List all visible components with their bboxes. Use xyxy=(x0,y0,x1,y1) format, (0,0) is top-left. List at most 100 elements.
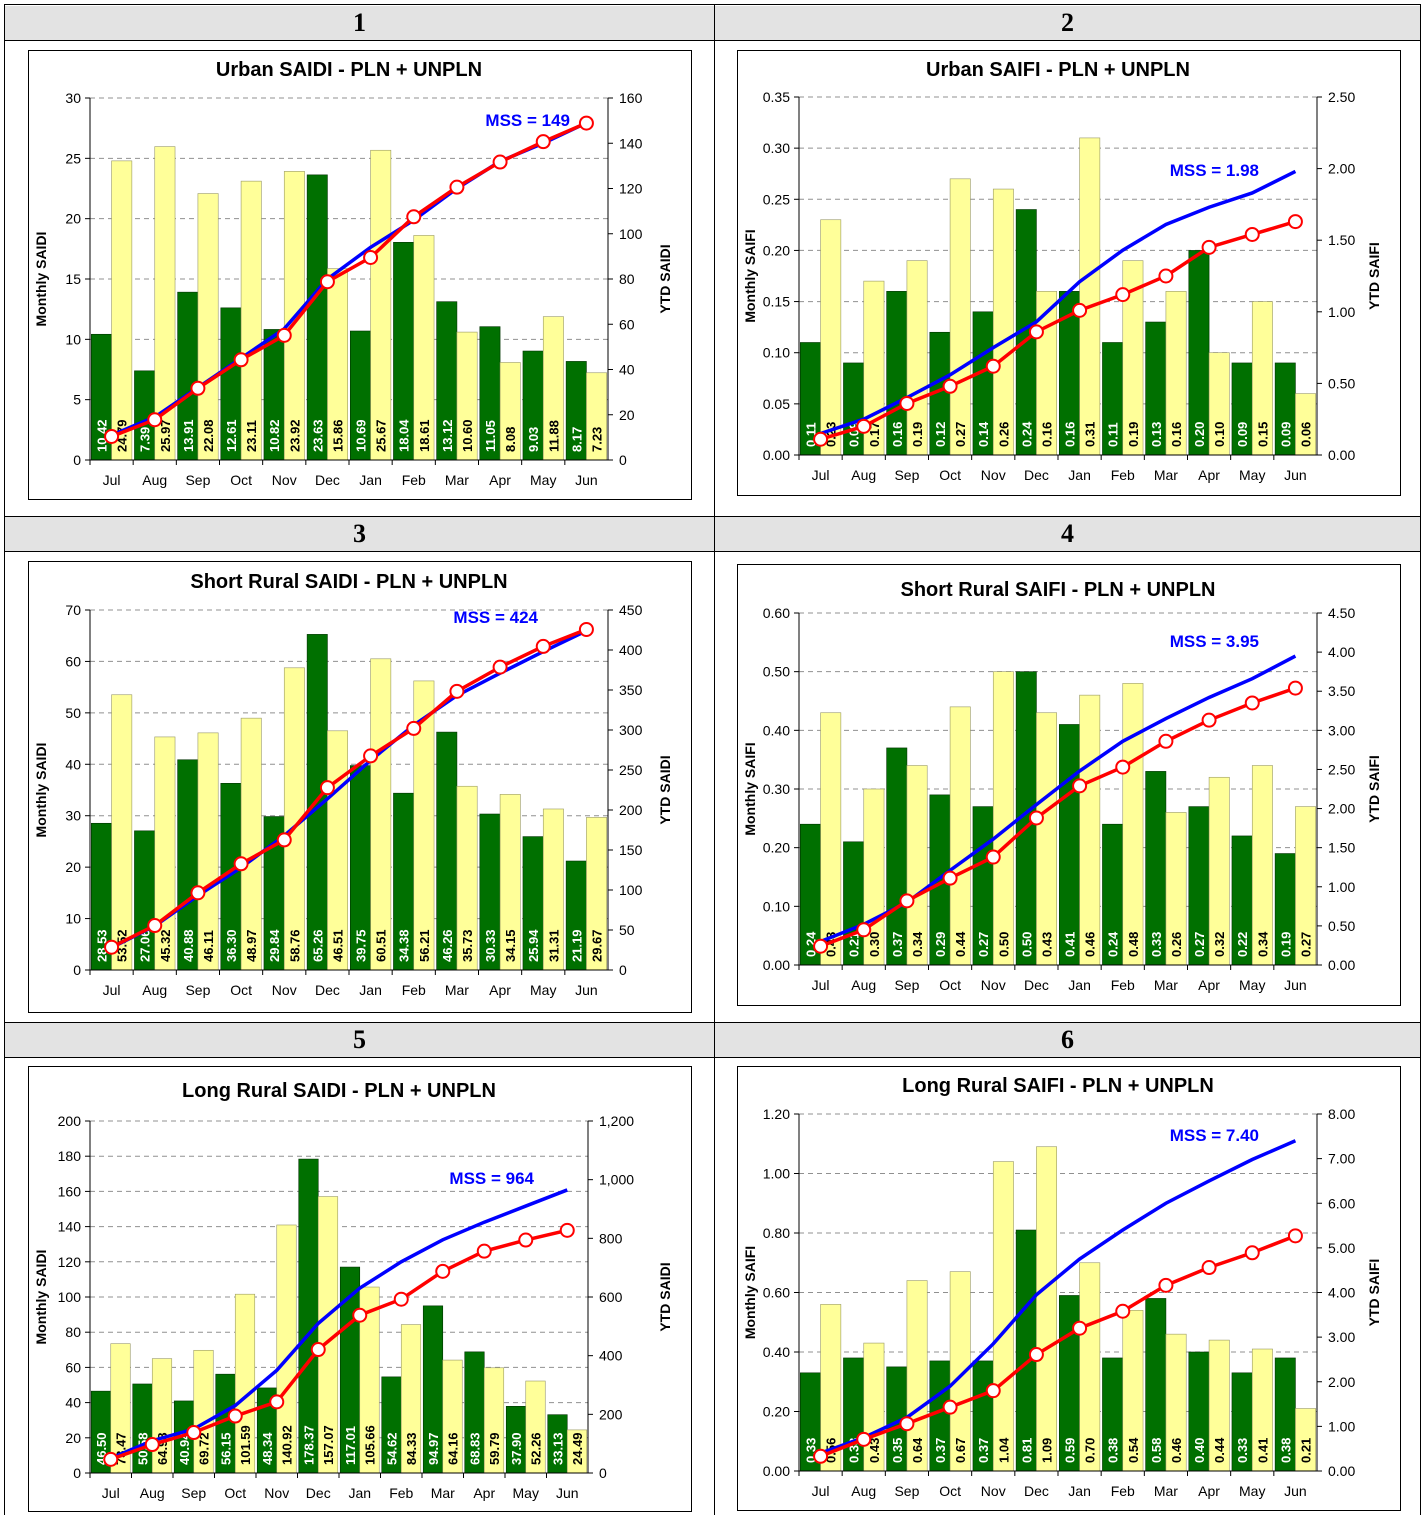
y2-tick-label: 200 xyxy=(599,1406,623,1422)
ytd-marker xyxy=(1201,712,1217,728)
panel-header-4: 4 xyxy=(715,517,1420,551)
bar-value-label: 0.06 xyxy=(1299,422,1314,447)
bar-value-label: 0.37 xyxy=(976,1438,991,1463)
x-tick-label: Jan xyxy=(1068,467,1091,483)
bar-value-label: 56.21 xyxy=(417,929,432,962)
bar-value-label: 52.26 xyxy=(529,1432,544,1465)
y2-tick-label: 6.00 xyxy=(1328,1195,1355,1211)
chart-long-rural-saidi: Long Rural SAIDI - PLN + UNPLN 0 20 40 60 80 1… xyxy=(28,1066,692,1512)
y-tick-label: 0.60 xyxy=(763,605,790,621)
bar-value-label: 8.08 xyxy=(503,427,518,452)
mss-annotation: MSS = 1.98 xyxy=(1170,161,1259,180)
panel-header-5: 5 xyxy=(5,1023,714,1057)
bar-value-label: 0.15 xyxy=(1255,422,1270,447)
bar-value-label: 0.26 xyxy=(996,422,1011,447)
y2-axis-title: YTD SAIDI xyxy=(657,755,673,824)
ytd-marker xyxy=(985,849,1001,865)
x-tick-label: Jan xyxy=(1068,1483,1091,1499)
y-tick-label: 0.40 xyxy=(763,722,790,738)
ytd-marker xyxy=(813,1448,829,1464)
bar-value-label: 34.38 xyxy=(397,929,412,962)
ytd-marker xyxy=(476,1243,492,1259)
x-tick-label: Apr xyxy=(489,982,511,998)
x-tick-label: Apr xyxy=(473,1485,495,1501)
x-tick-label: Jul xyxy=(812,467,830,483)
bar-value-label: 22.08 xyxy=(201,419,216,452)
y-tick-label: 0.20 xyxy=(763,840,790,856)
x-tick-label: Jan xyxy=(359,472,382,488)
bar-monthly-yellow xyxy=(992,671,1014,966)
ytd-marker xyxy=(449,683,465,699)
bar-value-label: 1.09 xyxy=(1040,1438,1055,1463)
x-tick-label: Jan xyxy=(359,982,382,998)
y-tick-label: 0.00 xyxy=(763,957,790,973)
ytd-marker xyxy=(1028,1347,1044,1363)
ytd-marker xyxy=(535,638,551,654)
x-tick-label: Mar xyxy=(445,982,469,998)
ytd-marker xyxy=(276,832,292,848)
bar-monthly-yellow xyxy=(370,658,392,971)
y2-tick-label: 2.50 xyxy=(1328,89,1355,105)
x-tick-label: Jun xyxy=(556,1485,579,1501)
bar-value-label: 1.04 xyxy=(996,1437,1011,1463)
chart-title: Short Rural SAIFI - PLN + UNPLN xyxy=(900,579,1215,601)
bar-value-label: 0.44 xyxy=(1212,1437,1227,1463)
line-mss-cumulative xyxy=(110,629,588,950)
y2-tick-label: 0.50 xyxy=(1328,375,1355,391)
ytd-marker xyxy=(103,1451,119,1467)
bar-value-label: 9.03 xyxy=(526,427,541,452)
bar-value-label: 46.51 xyxy=(331,929,346,962)
y-tick-label: 0.00 xyxy=(763,1463,790,1479)
y-tick-label: 100 xyxy=(58,1289,82,1305)
ytd-marker xyxy=(186,1425,202,1441)
y-tick-label: 0 xyxy=(73,1465,81,1481)
ytd-marker xyxy=(1201,1260,1217,1276)
bar-value-label: 29.67 xyxy=(590,929,605,962)
y2-tick-label: 0 xyxy=(619,452,627,468)
bar-value-label: 13.91 xyxy=(181,419,196,452)
bar-monthly-yellow xyxy=(949,706,971,966)
y2-tick-label: 2.00 xyxy=(1328,1374,1355,1390)
x-tick-label: May xyxy=(1239,977,1265,993)
bar-value-label: 0.43 xyxy=(1040,932,1055,957)
bar-value-label: 46.11 xyxy=(201,930,216,962)
y-tick-label: 40 xyxy=(65,756,81,772)
bar-monthly-actual xyxy=(1058,724,1080,966)
y2-tick-label: 60 xyxy=(619,316,635,332)
bar-value-label: 0.44 xyxy=(953,931,968,957)
bar-value-label: 0.16 xyxy=(1040,422,1055,447)
y-tick-label: 60 xyxy=(65,1359,81,1375)
bar-monthly-yellow xyxy=(992,1161,1014,1472)
bar-value-label: 29.84 xyxy=(267,929,282,962)
ytd-marker xyxy=(535,134,551,150)
y2-tick-label: 0 xyxy=(619,962,627,978)
y-tick-label: 0.30 xyxy=(763,781,790,797)
bar-monthly-yellow xyxy=(949,178,971,456)
panel-header-2: 2 xyxy=(715,6,1420,40)
ytd-marker xyxy=(942,378,958,394)
bar-value-label: 18.61 xyxy=(417,419,432,452)
y-tick-label: 0 xyxy=(73,452,81,468)
bar-value-label: 0.37 xyxy=(933,1438,948,1463)
bar-value-label: 27.06 xyxy=(138,929,153,962)
ytd-marker xyxy=(813,938,829,954)
y2-tick-label: 5.00 xyxy=(1328,1240,1355,1256)
ytd-marker xyxy=(363,250,379,266)
bar-value-label: 0.35 xyxy=(890,1438,905,1463)
y2-tick-label: 8.00 xyxy=(1328,1106,1355,1122)
y-tick-label: 0.80 xyxy=(763,1225,790,1241)
y-tick-label: 60 xyxy=(65,653,81,669)
bar-value-label: 0.13 xyxy=(1149,422,1164,447)
bar-value-label: 0.12 xyxy=(933,422,948,447)
y2-tick-label: 1.00 xyxy=(1328,304,1355,320)
x-tick-label: Nov xyxy=(981,467,1006,483)
bar-value-label: 0.38 xyxy=(1106,1438,1121,1463)
bar-value-label: 15.86 xyxy=(331,419,346,452)
ytd-marker xyxy=(104,428,120,444)
ytd-marker xyxy=(147,412,163,428)
mss-annotation: MSS = 149 xyxy=(485,111,570,130)
bar-value-label: 10.82 xyxy=(267,419,282,452)
bar-value-label: 105.66 xyxy=(363,1425,378,1465)
mss-annotation: MSS = 3.95 xyxy=(1170,632,1259,651)
x-tick-label: Oct xyxy=(224,1485,246,1501)
